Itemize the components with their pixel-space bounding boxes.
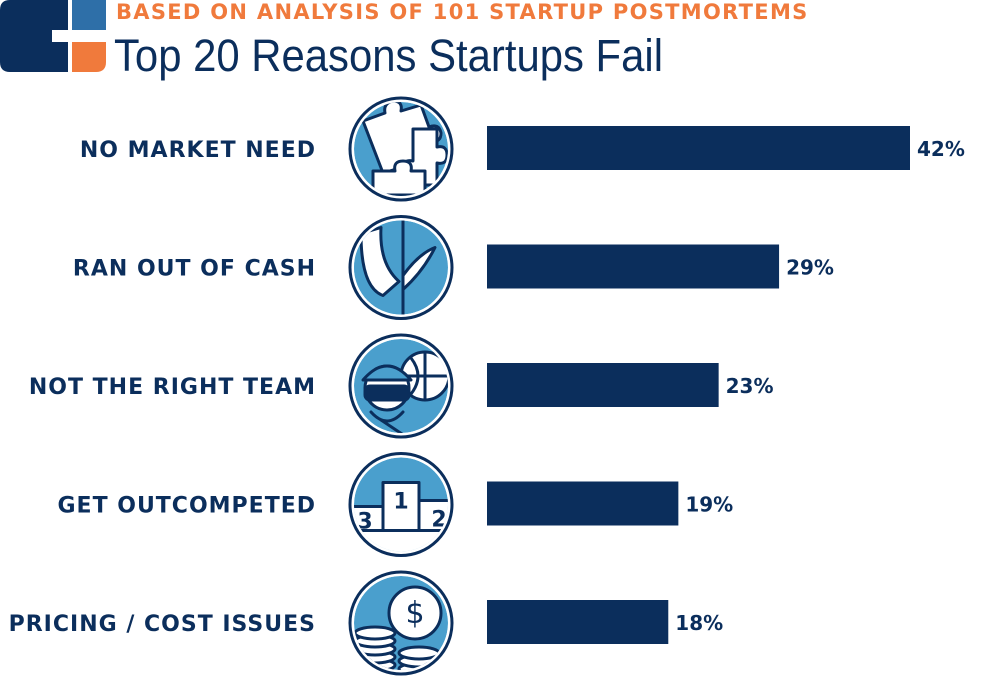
bar xyxy=(487,244,780,289)
podium-icon: 123 xyxy=(348,452,454,557)
category-label: NOT THE RIGHT TEAM xyxy=(29,375,316,400)
podium-number: 3 xyxy=(357,510,372,535)
category-label: PRICING / COST ISSUES xyxy=(9,612,316,637)
hair xyxy=(361,364,413,382)
value-label: 29% xyxy=(786,256,834,280)
coins-icon: $ xyxy=(348,570,454,676)
category-label: RAN OUT OF CASH xyxy=(73,257,316,282)
goggles xyxy=(363,384,411,402)
bars-layer: NO MARKET NEED 42% RAN OUT OF CASH 29% NOT T… xyxy=(9,126,965,644)
dollar-sign: $ xyxy=(405,596,424,631)
value-label: 18% xyxy=(675,611,723,635)
chart-title: Top 20 Reasons Startups Fail xyxy=(114,30,664,81)
category-label: NO MARKET NEED xyxy=(80,138,316,163)
dollar-coin xyxy=(387,585,443,641)
bar xyxy=(487,600,669,644)
category-label: GET OUTCOMPETED xyxy=(57,494,316,519)
company-logo xyxy=(0,0,106,72)
bar xyxy=(487,363,719,407)
icons-layer: 123 $ xyxy=(348,96,454,676)
puzzle-piece xyxy=(371,159,427,196)
coin xyxy=(397,645,441,661)
empty-pocket-icon xyxy=(348,215,454,320)
value-label: 23% xyxy=(726,374,774,398)
team-icon xyxy=(348,333,454,439)
coin xyxy=(354,625,397,641)
podium-number: 1 xyxy=(393,490,408,515)
bar xyxy=(487,126,910,170)
value-label: 42% xyxy=(917,137,965,161)
pocket-lining xyxy=(359,226,401,297)
chart-subtitle: BASED ON ANALYSIS OF 101 STARTUP POSTMOR… xyxy=(116,0,809,24)
bar xyxy=(487,481,679,526)
pocket-flap xyxy=(401,246,437,291)
value-label: 19% xyxy=(685,493,733,517)
puzzle-icon xyxy=(348,96,454,202)
